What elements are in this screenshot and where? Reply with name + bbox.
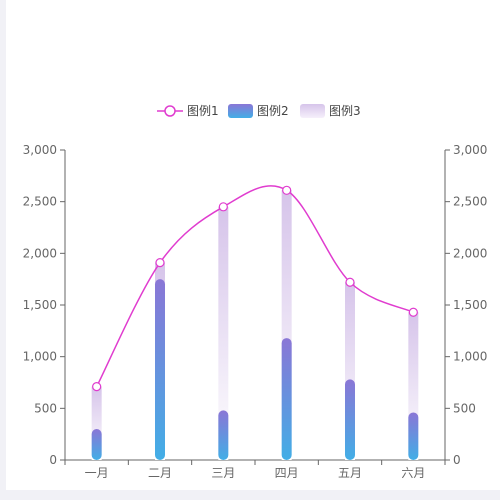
x-axis-ticks: 一月 二月 三月 四月 五月 六月: [64, 460, 446, 480]
background-bar[interactable]: [408, 312, 419, 460]
line-point[interactable]: [408, 307, 418, 317]
y-right-tick-label: 3,000: [453, 143, 487, 157]
y-left-tick-label: 2,000: [23, 246, 57, 260]
legend-item-series-3[interactable]: 图例3: [300, 104, 361, 118]
legend-label-series-3: 图例3: [329, 104, 361, 118]
line-point[interactable]: [155, 258, 165, 268]
legend-background-bar-swatch: [300, 104, 325, 118]
value-bar[interactable]: [281, 338, 292, 460]
background-bars: [91, 190, 419, 461]
y-right-tick-label: 1,000: [453, 350, 487, 364]
line-point[interactable]: [218, 202, 228, 212]
background-bar[interactable]: [91, 386, 102, 460]
x-tick-label: 一月: [85, 466, 109, 480]
value-bar[interactable]: [345, 379, 355, 460]
y-right-tick-label: 1,500: [453, 298, 487, 312]
series-line-path: [95, 185, 414, 387]
y-axis-right-ticks: 0 500 1,000 1,500 2,000 2,500 3,000: [445, 143, 487, 467]
y-left-tick-label: 1,000: [23, 350, 57, 364]
x-tick-label: 二月: [148, 466, 172, 480]
y-axis-left-ticks: 0 500 1,000 1,500 2,000 2,500 3,000: [23, 143, 65, 467]
background-bar[interactable]: [281, 190, 292, 461]
y-left-tick-label: 1,500: [23, 298, 57, 312]
x-tick-label: 五月: [338, 466, 362, 480]
legend-circle-marker: [164, 105, 176, 117]
y-right-tick-label: 2,000: [453, 246, 487, 260]
legend-item-series-1[interactable]: 图例1: [157, 104, 219, 118]
line-series: [92, 185, 418, 392]
left-edge-strip: [0, 0, 6, 500]
x-tick-label: 四月: [275, 466, 299, 480]
background-bar[interactable]: [218, 206, 229, 460]
legend-bar-swatch: [228, 104, 253, 118]
line-point[interactable]: [345, 277, 355, 287]
bottom-edge-strip: [0, 490, 500, 500]
x-tick-label: 六月: [401, 466, 425, 480]
y-left-tick-label: 3,000: [23, 143, 57, 157]
line-point[interactable]: [282, 185, 292, 195]
value-bar[interactable]: [218, 410, 229, 460]
y-right-tick-label: 2,500: [453, 195, 487, 209]
value-bar[interactable]: [408, 412, 419, 460]
legend-item-series-2[interactable]: 图例2: [228, 104, 289, 118]
legend-label-series-1: 图例1: [187, 104, 219, 118]
value-bars: [91, 279, 419, 460]
y-left-tick-label: 500: [34, 401, 57, 415]
y-right-tick-label: 500: [453, 401, 476, 415]
y-left-tick-label: 0: [49, 453, 57, 467]
line-point[interactable]: [92, 382, 102, 392]
y-left-tick-label: 2,500: [23, 195, 57, 209]
y-right-tick-label: 0: [453, 453, 461, 467]
legend-label-series-2: 图例2: [257, 104, 289, 118]
x-tick-label: 三月: [211, 466, 235, 480]
value-bar[interactable]: [155, 279, 165, 460]
value-bar[interactable]: [91, 429, 102, 460]
background-bar[interactable]: [345, 282, 355, 460]
legend: 图例1 图例2 图例3: [157, 104, 361, 118]
